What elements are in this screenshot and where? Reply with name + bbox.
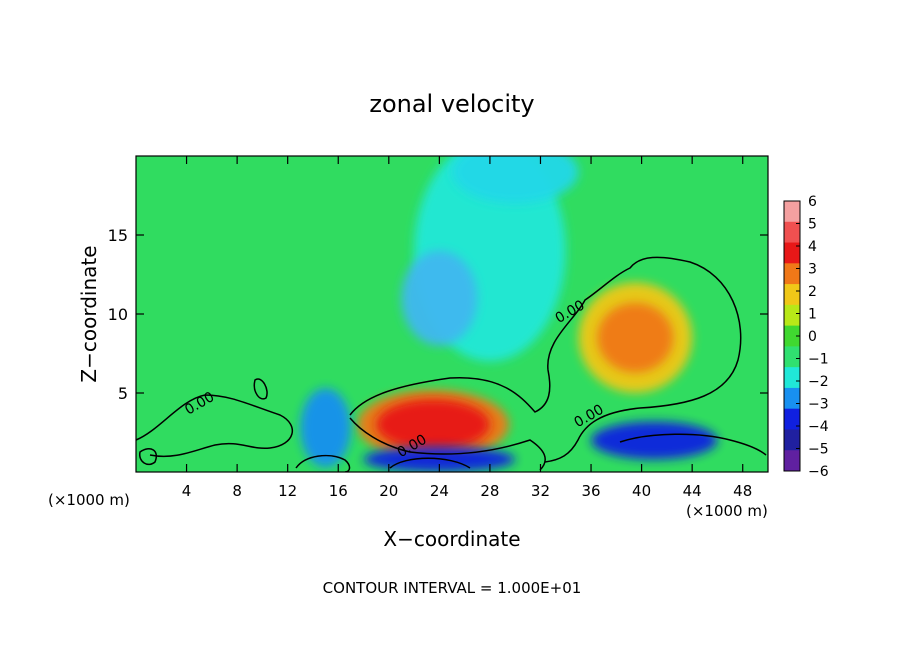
x-tick-label-10: 44 [683,482,702,500]
colorbar-label-4: 2 [808,284,817,300]
contour-interval-note: CONTOUR INTERVAL = 1.000E+01 [323,579,582,597]
colorbar-label-3: 3 [808,262,817,278]
plot-area: 0.000.000.000.00 [135,155,769,473]
contour-line-main [136,394,294,458]
y-tick-label-1: 10 [108,305,128,324]
colorbar-label-9: −3 [808,397,829,413]
contour-line-blob-2 [619,433,767,456]
y-tick-label-0: 5 [118,384,128,403]
colorbar-label-2: 4 [808,239,817,255]
x-tick-label-1: 8 [232,482,242,500]
x-tick-label-3: 16 [329,482,348,500]
colorbar-segment-11 [784,429,800,451]
x-tick-label-0: 4 [182,482,192,500]
colorbar-segment-12 [784,450,800,472]
colorbar-label-11: −5 [808,442,829,458]
contour-line-blob-4 [389,457,471,469]
colorbar-label-10: −4 [808,419,829,435]
field-feature-cyan-top-2 [452,156,579,204]
chart-title: zonal velocity [369,90,534,118]
colorbar-segment-1 [784,221,800,244]
colorbar-label-1: 5 [808,217,817,233]
colorbar-segment-4 [784,284,800,306]
y-axis-label: Z−coordinate [77,245,101,382]
x-tick-label-2: 12 [278,482,297,500]
x-tick-label-11: 48 [733,482,752,500]
zero-contour [136,256,767,472]
colorbar-label-0: 6 [808,194,817,210]
x-tick-label-4: 20 [379,482,398,500]
field-feature-blue-low-8 [591,421,718,460]
field-feature-red-core-6 [376,399,490,450]
x-tick-label-5: 24 [430,482,449,500]
colorbar-segment-6 [784,325,800,347]
x-unit-right: (×1000 m) [686,502,768,520]
contour-line-blob-1 [253,378,268,400]
field-feature-orange-core-4 [597,302,674,373]
colorbar-label-5: 1 [808,307,817,323]
x-unit-left: (×1000 m) [48,491,130,509]
x-axis-label: X−coordinate [383,527,520,551]
colorbar-segment-8 [784,367,800,389]
x-tick-label-8: 36 [581,482,600,500]
colorbar-segment-10 [784,408,800,430]
contour-line-blob-5 [139,448,157,466]
y-tick-label-2: 15 [108,226,128,245]
contour-line-blob-3 [295,454,351,472]
contour-line-lower [349,417,546,471]
colorbar-segment-9 [784,387,800,410]
x-axis: 4 8 12 16 20 24 28 32 36 40 44 48 [182,156,752,500]
contour-line-center [349,256,742,463]
colorbar-label-7: −1 [808,352,829,368]
colorbar-label-6: 0 [808,329,817,345]
colorbar-segment-2 [784,242,800,264]
x-tick-label-7: 32 [531,482,550,500]
colorbar: 6 5 4 3 2 1 0 −1 −2 −3 −4 −5 −6 [783,194,829,480]
colorbar-segment-3 [784,263,800,285]
field-feature-blue-low-7 [300,388,351,468]
colorbar-segment-5 [784,304,800,327]
field-feature-cyan-plume-1 [401,250,478,346]
velocity-field [300,156,718,472]
colorbar-label-12: −6 [808,464,829,480]
x-tick-label-6: 28 [480,482,499,500]
y-axis: 5 10 15 [108,226,768,403]
x-tick-label-9: 40 [632,482,651,500]
colorbar-segment-0 [784,201,800,223]
colorbar-label-8: −2 [808,374,829,390]
colorbar-segment-7 [784,346,800,368]
